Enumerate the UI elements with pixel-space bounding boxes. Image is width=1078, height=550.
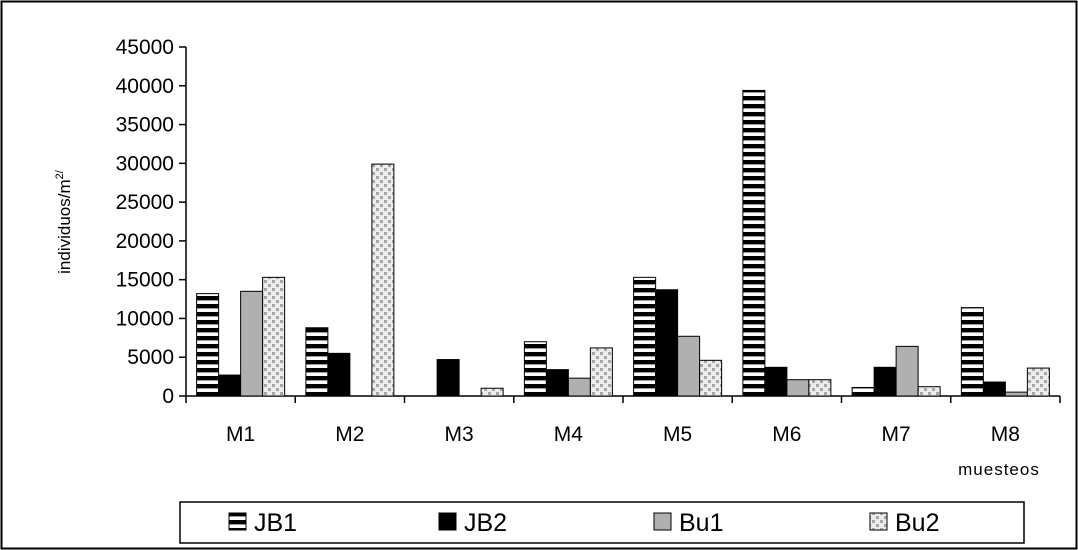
bar-jb2-m7 xyxy=(873,366,897,397)
bar-jb2-m4 xyxy=(545,369,569,397)
bar-bu2-m3 xyxy=(480,387,504,397)
legend-swatch-bu2 xyxy=(869,512,888,531)
y-axis-title: individuos/m2/ xyxy=(54,169,74,274)
legend-swatch-jb2 xyxy=(438,512,457,531)
bars-group xyxy=(196,89,1050,397)
x-tick-label: M2 xyxy=(335,423,364,446)
y-tick-label: 20000 xyxy=(116,230,174,253)
x-tick-label: M1 xyxy=(226,423,255,446)
y-tick-label: 30000 xyxy=(116,152,174,175)
y-axis-title-superscript: 2/ xyxy=(54,169,66,179)
y-tick-label: 5000 xyxy=(127,346,174,369)
legend-label-bu1: Bu1 xyxy=(679,509,723,537)
bar-bu2-m1 xyxy=(262,276,286,397)
x-axis-title: muesteos xyxy=(958,460,1040,479)
legend-label-jb2: JB2 xyxy=(464,509,507,537)
bar-jb2-m1 xyxy=(218,374,242,397)
y-tick-label: 40000 xyxy=(116,75,174,98)
bar-jb1-m6 xyxy=(742,89,766,397)
bar-bu2-m5 xyxy=(699,359,723,397)
y-tick-label: 10000 xyxy=(116,307,174,330)
bar-bu2-m6 xyxy=(808,379,832,397)
legend-swatch-jb1 xyxy=(228,512,247,531)
bar-bu1-m1 xyxy=(240,290,264,397)
bar-bu2-m4 xyxy=(589,347,613,397)
y-tick-label: 0 xyxy=(162,385,174,408)
y-axis-title-text: individuos/m xyxy=(55,179,74,274)
x-tick-label: M4 xyxy=(554,423,583,446)
x-tick-label: M3 xyxy=(445,423,474,446)
y-tick-label: 25000 xyxy=(116,191,174,214)
bar-jb1-m2 xyxy=(305,327,329,397)
bar-jb1-m7 xyxy=(851,386,875,397)
legend-label-jb1: JB1 xyxy=(254,509,297,537)
bar-bu1-m5 xyxy=(677,335,701,397)
y-tick-label: 45000 xyxy=(116,36,174,59)
bar-jb2-m5 xyxy=(655,289,679,397)
bar-bu2-m8 xyxy=(1026,367,1050,397)
bar-jb2-m8 xyxy=(982,381,1006,397)
bar-bu1-m4 xyxy=(567,377,591,397)
bar-jb1-m8 xyxy=(960,307,984,397)
bar-bu1-m8 xyxy=(1004,391,1028,397)
bar-jb1-m5 xyxy=(633,276,657,397)
bar-jb2-m6 xyxy=(764,366,788,397)
y-tick-label: 15000 xyxy=(116,269,174,292)
bar-bu2-m2 xyxy=(371,163,395,397)
legend: JB1 JB2 Bu1 Bu2 xyxy=(179,501,1025,544)
x-tick-label: M5 xyxy=(663,423,692,446)
y-axis: 0 5000 10000 15000 20000 25000 30000 35000 40000… xyxy=(116,36,187,408)
legend-swatch-bu1 xyxy=(653,512,672,531)
legend-label-bu2: Bu2 xyxy=(895,509,939,537)
bar-jb1-m4 xyxy=(523,341,547,397)
y-tick-label: 35000 xyxy=(116,114,174,137)
bar-jb2-m2 xyxy=(327,352,351,397)
bar-jb2-m3 xyxy=(436,359,460,397)
bar-bu2-m7 xyxy=(917,386,941,397)
bar-jb1-m1 xyxy=(196,293,220,397)
bar-bu1-m6 xyxy=(786,379,810,397)
bar-bu1-m7 xyxy=(895,345,919,397)
x-tick-label: M6 xyxy=(772,423,801,446)
x-tick-label: M7 xyxy=(882,423,911,446)
x-tick-label: M8 xyxy=(991,423,1020,446)
